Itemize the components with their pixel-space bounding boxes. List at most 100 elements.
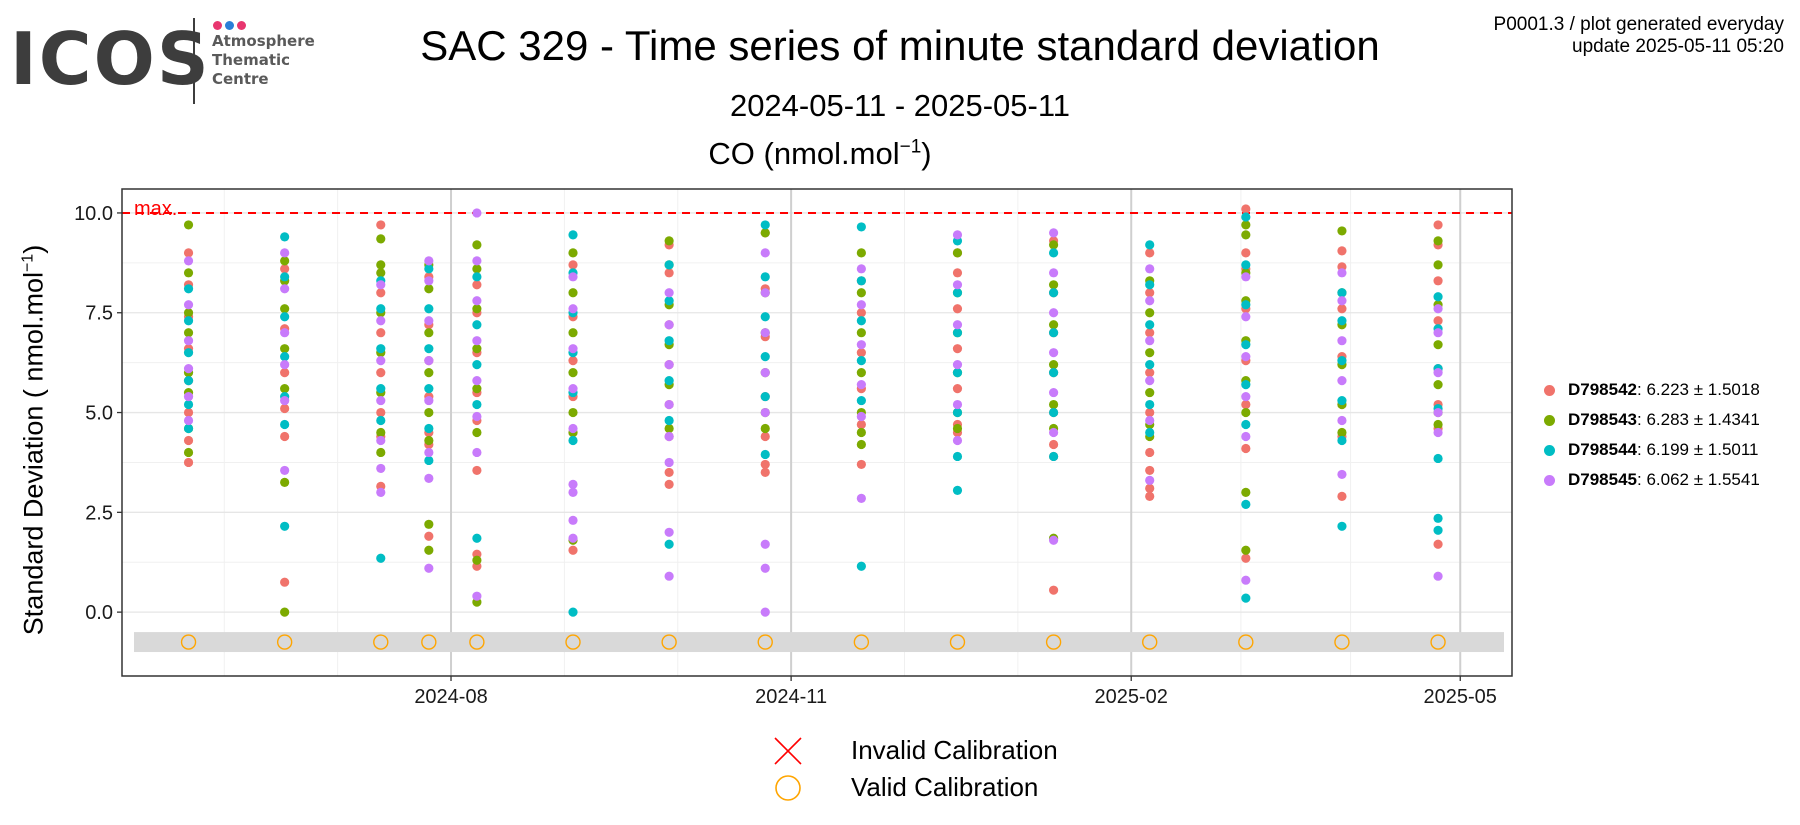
circle-icon: [775, 774, 801, 801]
data-point: [1048, 360, 1059, 370]
data-point: [183, 284, 194, 294]
invalid-calibration-item: Invalid Calibration: [770, 732, 1058, 769]
calibration-marker: [1430, 634, 1446, 650]
data-point: [664, 423, 674, 434]
legend-item: D798545: 6.062 ± 1.5541: [1540, 465, 1760, 495]
data-point: [1433, 539, 1443, 549]
y-tick-label: 5.0: [85, 403, 113, 425]
data-point: [280, 232, 290, 242]
calibration-marker: [276, 634, 293, 650]
data-point: [856, 356, 866, 366]
data-point: [760, 391, 770, 402]
data-point: [472, 465, 482, 476]
data-point: [424, 395, 434, 406]
data-point: [472, 264, 482, 274]
series-legend: D798542: 6.223 ± 1.5018 D798543: 6.283 ±…: [1540, 375, 1760, 495]
meta-line-1: P0001.3 / plot generated everyday: [1493, 14, 1784, 35]
data-point: [1241, 399, 1251, 410]
data-point: [1241, 593, 1251, 603]
y-tick-label: 0.0: [85, 602, 113, 624]
data-point: [183, 328, 194, 338]
data-point: [1145, 360, 1155, 370]
data-point: [568, 423, 578, 434]
data-point: [1241, 443, 1251, 454]
data-point: [1433, 260, 1443, 270]
data-point: [760, 228, 770, 238]
data-point: [1241, 340, 1251, 350]
data-point: [664, 268, 674, 278]
data-point: [664, 479, 674, 489]
data-point: [856, 427, 866, 438]
data-point: [568, 435, 578, 446]
data-point: [1241, 272, 1251, 282]
data-point: [183, 457, 194, 468]
data-point: [280, 403, 290, 414]
data-point: [1337, 268, 1347, 278]
legend-dot-icon: [1544, 474, 1555, 486]
data-point: [376, 447, 386, 458]
gas-close: ): [921, 136, 932, 171]
data-point: [856, 395, 866, 406]
data-point: [1337, 246, 1347, 256]
data-point: [568, 368, 578, 378]
data-point: [1433, 453, 1443, 464]
data-point: [424, 407, 434, 418]
data-point: [1241, 300, 1251, 310]
logo-subtitle: Atmosphere Thematic Centre: [212, 32, 315, 89]
data-point: [1048, 240, 1059, 250]
data-point: [1337, 491, 1347, 501]
data-point: [1433, 292, 1443, 302]
data-point: [856, 419, 866, 430]
data-point: [568, 328, 578, 338]
legend-stats: : 6.062 ± 1.5541: [1637, 470, 1760, 489]
data-point: [280, 304, 290, 314]
data-point: [1048, 427, 1059, 438]
logo-dots-icon: [213, 17, 249, 35]
gas-label: CO (nmol.mol−1): [560, 136, 1080, 172]
data-point: [760, 607, 770, 617]
data-point: [856, 348, 866, 358]
data-point: [1048, 439, 1059, 450]
data-point: [183, 308, 194, 318]
data-point: [1433, 276, 1443, 286]
data-point: [280, 521, 290, 531]
x-tick-label: 2025-05: [1424, 686, 1497, 708]
data-point: [760, 407, 770, 418]
data-point: [856, 561, 866, 571]
max-label: max.: [134, 198, 177, 220]
data-point: [280, 395, 290, 406]
data-point: [1048, 348, 1059, 358]
data-point: [952, 451, 963, 462]
data-point: [1145, 407, 1155, 418]
data-point: [280, 607, 290, 617]
data-point: [1145, 368, 1155, 378]
x-tick-label: 2024-08: [414, 686, 487, 708]
data-point: [183, 423, 194, 434]
data-point: [1337, 316, 1347, 326]
data-point: [760, 352, 770, 362]
calibration-marker: [1238, 634, 1254, 650]
data-point: [568, 304, 578, 314]
data-point: [280, 383, 290, 394]
data-point: [856, 379, 866, 390]
data-point: [472, 383, 482, 394]
data-point: [568, 344, 578, 354]
data-point: [280, 284, 290, 294]
legend-key: D798543: [1568, 410, 1638, 429]
data-point: [1337, 226, 1347, 236]
data-point: [856, 316, 866, 326]
data-point: [376, 415, 386, 426]
data-point: [472, 533, 482, 543]
data-point: [183, 364, 194, 374]
data-point: [1241, 575, 1251, 585]
data-point: [1433, 304, 1443, 314]
data-point: [183, 415, 194, 426]
data-point: [1145, 328, 1155, 338]
data-point: [664, 360, 674, 370]
data-point: [856, 328, 866, 338]
data-point: [568, 533, 578, 543]
data-point: [952, 328, 963, 338]
data-point: [1337, 288, 1347, 298]
data-point: [376, 356, 386, 366]
data-point: [952, 383, 963, 394]
